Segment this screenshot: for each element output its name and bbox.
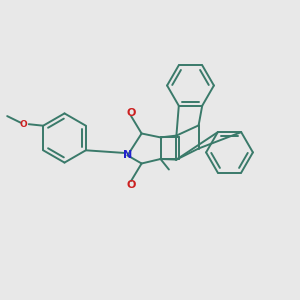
Text: N: N	[123, 150, 132, 161]
Text: O: O	[20, 120, 28, 129]
Text: O: O	[126, 179, 136, 190]
Text: O: O	[126, 107, 136, 118]
